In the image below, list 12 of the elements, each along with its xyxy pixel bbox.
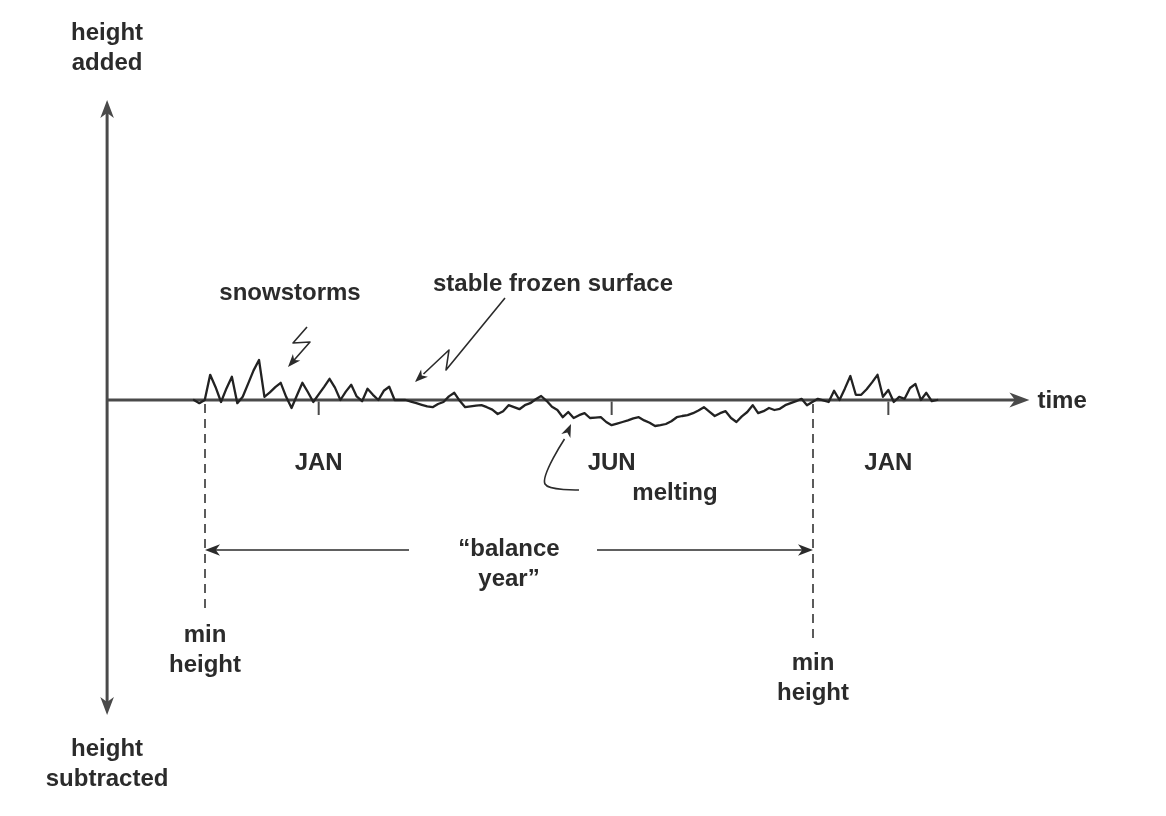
- text: min height: [777, 648, 849, 705]
- text: melting: [632, 478, 718, 505]
- x-tick-label: JAN: [864, 448, 913, 475]
- x-tick-label: JUN: [587, 448, 636, 475]
- text: min height: [169, 620, 241, 677]
- text: height added: [71, 18, 144, 75]
- text: “balance year”: [458, 534, 560, 591]
- x-axis-title: time: [1037, 386, 1087, 413]
- text: height subtracted: [45, 734, 169, 791]
- x-tick-label: JAN: [294, 448, 343, 475]
- text: snowstorms: [219, 278, 361, 305]
- text: stable frozen surface: [432, 269, 674, 296]
